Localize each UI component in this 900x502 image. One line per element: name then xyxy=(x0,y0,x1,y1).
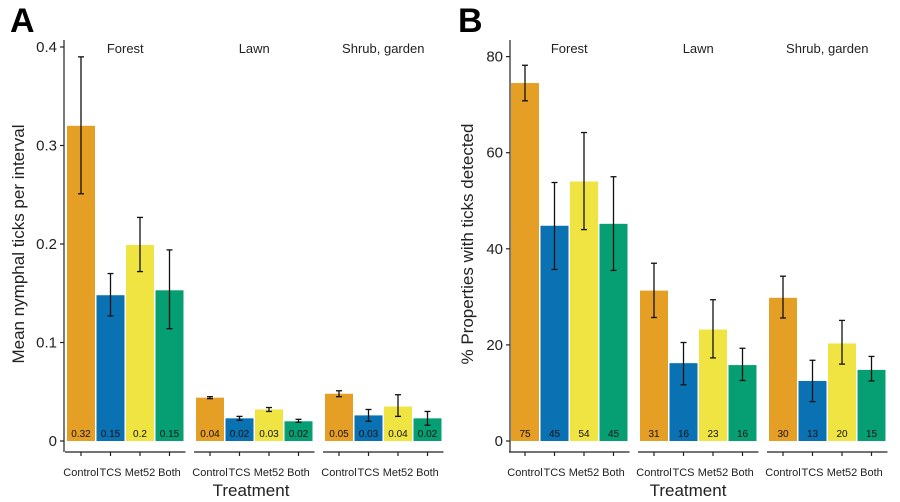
panel-a-bar-value-label: 0.02 xyxy=(418,429,438,440)
panel-a-xtick-label: Both xyxy=(416,467,439,479)
panel-b-ytick-label: 20 xyxy=(486,337,503,354)
panel-a-bar-control xyxy=(325,393,353,441)
panel-a-xtick-label: Met52 xyxy=(254,467,285,479)
panel-a-xtick-label: Control xyxy=(63,467,98,479)
panel-a-bar-value-label: 0.2 xyxy=(133,429,147,440)
panel-b-bar-value-label: 30 xyxy=(777,429,789,440)
panel-b-bar-value-label: 13 xyxy=(807,429,819,440)
panel-b-bar-value-label: 75 xyxy=(519,429,531,440)
panel-a-bar-met52 xyxy=(126,244,154,441)
panel-b-bar-control xyxy=(511,83,539,441)
panel-b-x-title: Treatment xyxy=(650,481,727,500)
panel-a-bar-value-label: 0.02 xyxy=(230,429,250,440)
panel-b-bar-control xyxy=(769,297,797,441)
panel-a-bar-value-label: 0.03 xyxy=(259,429,279,440)
panel-b-bar-value-label: 15 xyxy=(866,429,878,440)
panel-a-bar-control xyxy=(196,397,224,441)
panel-a-facet-label: Shrub, garden xyxy=(342,41,424,56)
panel-b-bar-value-label: 20 xyxy=(836,429,848,440)
panel-b-letter: B xyxy=(458,2,483,40)
panel-a-facet-label: Forest xyxy=(107,41,144,56)
panel-a-y-title: Mean nymphal ticks per interval xyxy=(9,124,28,363)
panel-b-bar-value-label: 54 xyxy=(578,429,590,440)
panel-a-bar-met52 xyxy=(255,409,283,441)
panel-a-xtick-label: Control xyxy=(321,467,356,479)
panel-a-bar-value-label: 0.32 xyxy=(71,429,91,440)
panel-b-ytick-label: 60 xyxy=(486,145,503,162)
panel-a-xtick-label: Control xyxy=(192,467,227,479)
panel-b-xtick-label: Both xyxy=(860,467,883,479)
panel-a-x-title: Treatment xyxy=(213,481,290,500)
panel-b-xtick-label: Control xyxy=(765,467,800,479)
panel-b-facet-label: Lawn xyxy=(683,41,714,56)
panel-a-bar-value-label: 0.04 xyxy=(388,429,408,440)
panel-b-xtick-label: Both xyxy=(731,467,754,479)
panel-a-xtick-label: TCS xyxy=(229,467,251,479)
panel-a-ytick-label: 0.4 xyxy=(36,39,57,56)
panel-a-bar-value-label: 0.03 xyxy=(359,429,379,440)
panel-b-bar-value-label: 16 xyxy=(737,429,749,440)
panel-b-xtick-label: Control xyxy=(636,467,671,479)
panel-a-bar-value-label: 0.05 xyxy=(329,429,349,440)
panel-b-xtick-label: Both xyxy=(602,467,625,479)
panel-b-bar-value-label: 16 xyxy=(678,429,690,440)
panel-a-xtick-label: Both xyxy=(158,467,181,479)
panel-b-ytick-label: 40 xyxy=(486,241,503,258)
panel-b-facet-label: Shrub, garden xyxy=(786,41,868,56)
panel-a-facet-label: Lawn xyxy=(239,41,270,56)
panel-b-bar-both xyxy=(857,369,886,441)
panel-a-bar-both xyxy=(413,418,442,441)
panel-a-letter: A xyxy=(10,2,35,40)
panel-a-ytick-label: 0.3 xyxy=(36,138,57,155)
panel-a-ytick-label: 0.1 xyxy=(36,335,57,352)
panel-b-xtick-label: Met52 xyxy=(569,467,600,479)
panel-b-xtick-label: Control xyxy=(507,467,542,479)
panel-a-ytick-label: 0.2 xyxy=(36,236,57,253)
panel-b-bar-value-label: 45 xyxy=(549,429,561,440)
panel-b-y-title: % Properties with ticks detected xyxy=(458,124,477,365)
panel-b-bar-value-label: 31 xyxy=(648,429,660,440)
panel-a-bar-value-label: 0.15 xyxy=(101,429,121,440)
panel-a-xtick-label: Both xyxy=(287,467,310,479)
panel-a-ytick-label: 0 xyxy=(49,433,57,450)
panel-b-bar-value-label: 23 xyxy=(707,429,719,440)
panel-a-bar-value-label: 0.15 xyxy=(160,429,180,440)
panel-a-bar-tcs xyxy=(225,418,254,441)
panel-a-xtick-label: TCS xyxy=(358,467,380,479)
panel-b-xtick-label: Met52 xyxy=(827,467,858,479)
panel-b-facet-label: Forest xyxy=(551,41,588,56)
panel-a-bar-tcs xyxy=(96,295,125,441)
panel-b-bar-value-label: 45 xyxy=(608,429,620,440)
panel-b-xtick-label: TCS xyxy=(544,467,566,479)
panel-a-xtick-label: Met52 xyxy=(383,467,414,479)
panel-a-xtick-label: TCS xyxy=(100,467,122,479)
panel-a-bar-value-label: 0.02 xyxy=(289,429,309,440)
panel-a-bar-both xyxy=(284,421,313,441)
panel-b-ytick-label: 0 xyxy=(495,433,503,450)
panel-a-xtick-label: Met52 xyxy=(125,467,156,479)
panel-b-ytick-label: 80 xyxy=(486,49,503,66)
panel-a-bar-value-label: 0.04 xyxy=(200,429,220,440)
panel-b-xtick-label: Met52 xyxy=(698,467,729,479)
panel-b-xtick-label: TCS xyxy=(673,467,695,479)
panel-b-xtick-label: TCS xyxy=(802,467,824,479)
